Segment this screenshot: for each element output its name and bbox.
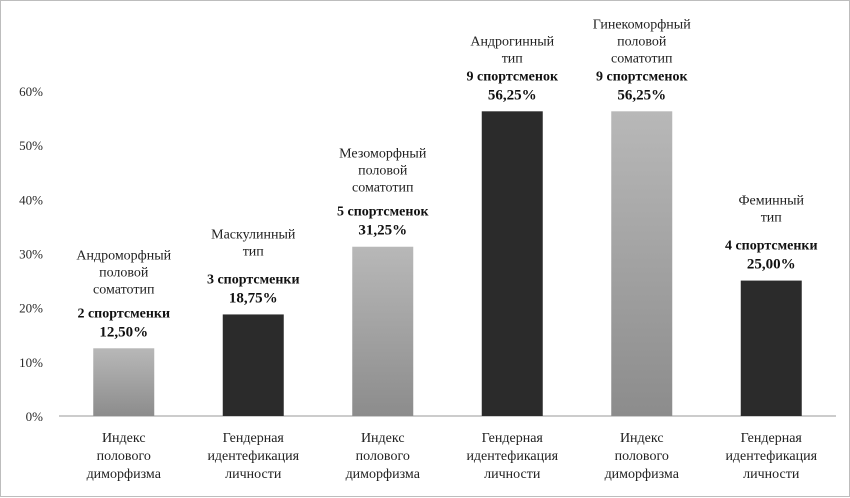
bar xyxy=(93,348,155,416)
bar-type-label: Феминный xyxy=(738,194,804,209)
bar-type-label: Гинекоморфный xyxy=(593,17,691,32)
x-tick-label: Гендерная xyxy=(482,431,544,446)
bar-type-label: соматотип xyxy=(352,181,414,196)
bar xyxy=(222,314,284,416)
bar-count-label: 2 спортсменки xyxy=(77,306,170,321)
x-tick-label: диморфизма xyxy=(605,467,680,482)
bar-type-label: половой xyxy=(358,164,408,179)
y-tick-label: 60% xyxy=(19,84,43,99)
x-tick-label: Гендерная xyxy=(741,431,803,446)
x-tick-label: Индекс xyxy=(361,431,405,446)
x-tick-label: Индекс xyxy=(102,431,146,446)
bar-type-label: соматотип xyxy=(611,51,673,66)
bar-type-label: Андрогинный xyxy=(470,34,554,49)
bar-count-label: 5 спортсменок xyxy=(337,205,429,220)
x-tick-label: диморфизма xyxy=(346,467,421,482)
x-tick-label: личности xyxy=(484,467,541,482)
bar-percent-label: 18,75% xyxy=(229,290,278,306)
bar-percent-label: 25,00% xyxy=(747,257,796,273)
y-tick-label: 30% xyxy=(19,247,43,262)
y-tick-label: 20% xyxy=(19,301,43,316)
bar xyxy=(481,111,543,416)
bar-count-label: 3 спортсменки xyxy=(207,272,300,287)
bar xyxy=(611,111,673,416)
bar xyxy=(352,246,414,416)
x-tick-label: личности xyxy=(743,467,800,482)
bar-count-label: 9 спортсменок xyxy=(466,69,558,84)
bar-count-label: 4 спортсменки xyxy=(725,239,818,254)
bar-type-label: тип xyxy=(243,244,265,259)
y-tick-label: 0% xyxy=(26,409,44,424)
x-tick-label: полового xyxy=(615,449,669,464)
x-tick-label: идентефикация xyxy=(466,449,558,464)
x-tick-label: личности xyxy=(225,467,282,482)
bar-type-label: соматотип xyxy=(93,282,155,297)
x-tick-label: полового xyxy=(356,449,410,464)
bar-type-label: Мезоморфный xyxy=(339,147,427,162)
bar-type-label: Маскулинный xyxy=(211,227,296,242)
x-tick-label: идентефикация xyxy=(207,449,299,464)
bar-type-label: половой xyxy=(617,34,667,49)
bar-percent-label: 12,50% xyxy=(99,324,148,340)
bar-type-label: половой xyxy=(99,265,149,280)
bar-percent-label: 56,25% xyxy=(488,87,537,103)
bar-type-label: Андроморфный xyxy=(76,248,171,263)
x-tick-label: идентефикация xyxy=(725,449,817,464)
bar xyxy=(740,280,802,416)
x-tick-label: полового xyxy=(97,449,151,464)
bar-type-label: тип xyxy=(502,51,524,66)
y-tick-label: 40% xyxy=(19,192,43,207)
bar-type-label: тип xyxy=(761,211,783,226)
x-tick-label: диморфизма xyxy=(87,467,162,482)
bar-percent-label: 31,25% xyxy=(358,223,407,239)
y-tick-label: 50% xyxy=(19,138,43,153)
bar-percent-label: 56,25% xyxy=(617,87,666,103)
y-tick-label: 10% xyxy=(19,355,43,370)
x-tick-label: Гендерная xyxy=(223,431,285,446)
x-tick-label: Индекс xyxy=(620,431,664,446)
bar-count-label: 9 спортсменок xyxy=(596,69,688,84)
